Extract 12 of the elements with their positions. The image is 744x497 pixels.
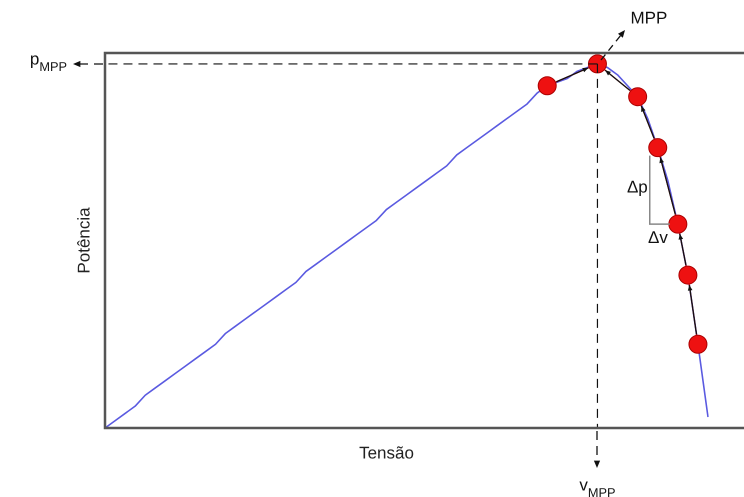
point [688,334,708,354]
text: MPP [630,8,668,28]
x-axis-title: Tensão [359,444,414,463]
point [588,54,607,74]
point [648,138,668,158]
annotation: Δv [648,228,668,247]
y-axis-title: Potência [74,206,94,274]
point [678,266,698,285]
point [628,87,648,106]
point [668,214,688,234]
point [538,76,557,96]
annotation: Δp [626,178,648,197]
